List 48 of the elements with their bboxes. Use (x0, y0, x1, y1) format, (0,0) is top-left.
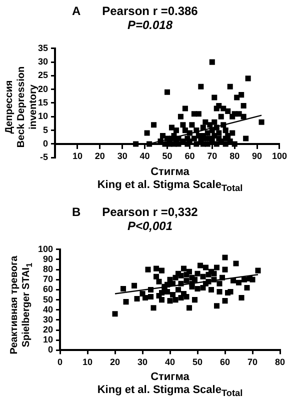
y-tick-label: 10 (43, 334, 54, 345)
chart-title: Pearson r =0.386 (102, 4, 198, 18)
x-tick-label: 80 (274, 357, 286, 368)
x-tick-label: 40 (140, 150, 150, 161)
y-tick-label: 100 (38, 244, 54, 254)
y-tick-label: 70 (43, 274, 54, 284)
y-axis-title: Депрессия Beck Depression inventory (4, 66, 39, 148)
chart-subtitle: P<0,001 (126, 219, 174, 234)
y-tick-label: 25 (38, 70, 48, 80)
y-tick-label: 35 (38, 42, 48, 53)
y-tick-label: 15 (38, 97, 48, 108)
x-tick-label: 0 (58, 357, 63, 368)
y-tick-label: 90 (43, 254, 54, 264)
x-tick-label: 100 (272, 150, 288, 161)
y-tick-label: 0 (42, 138, 48, 148)
x-tick-label: 50 (162, 150, 172, 161)
x-tick-label: 20 (110, 357, 120, 368)
x-tick-label: 50 (192, 357, 203, 368)
x-tick-label: 20 (94, 150, 105, 161)
y-tick-label: 5 (42, 124, 48, 135)
y-tick-label: 80 (43, 264, 54, 274)
y-tick-label: 20 (38, 84, 48, 94)
y-tick-label: 40 (43, 304, 54, 315)
x-axis-title: Стигма King et al. Stigma Scale$_{Total}$ (96, 166, 244, 196)
chart-subtitle: P=0.018 (126, 18, 174, 32)
x-tick-label: 80 (230, 150, 240, 161)
y-tick-label: 50 (43, 294, 54, 304)
text: A (72, 4, 81, 18)
x-tick-label: 40 (165, 357, 176, 368)
chart-title: Pearson r =0,332 (102, 205, 198, 220)
x-tick-label: 30 (117, 150, 128, 161)
x-tick-label: 60 (220, 357, 230, 368)
x-tick-label: 30 (138, 357, 148, 368)
y-tick-label: -5 (40, 152, 48, 162)
x-tick-label: 10 (72, 150, 82, 161)
x-axis-title: Стигма King et al. Stigma Scale$_{Total}$ (96, 371, 244, 400)
y-tick-label: 10 (38, 111, 48, 122)
x-tick-label: 90 (252, 150, 262, 161)
text: B (72, 205, 81, 220)
y-tick-label: 30 (38, 56, 48, 67)
x-tick-label: 60 (184, 150, 195, 161)
y-tick-label: 0 (48, 344, 54, 355)
y-tick-label: 30 (43, 314, 54, 325)
y-tick-label: 60 (43, 284, 54, 294)
x-tick-label: 10 (82, 357, 93, 368)
x-tick-label: 70 (207, 150, 218, 161)
y-tick-label: 20 (43, 324, 54, 335)
x-tick-label: 70 (247, 357, 258, 368)
